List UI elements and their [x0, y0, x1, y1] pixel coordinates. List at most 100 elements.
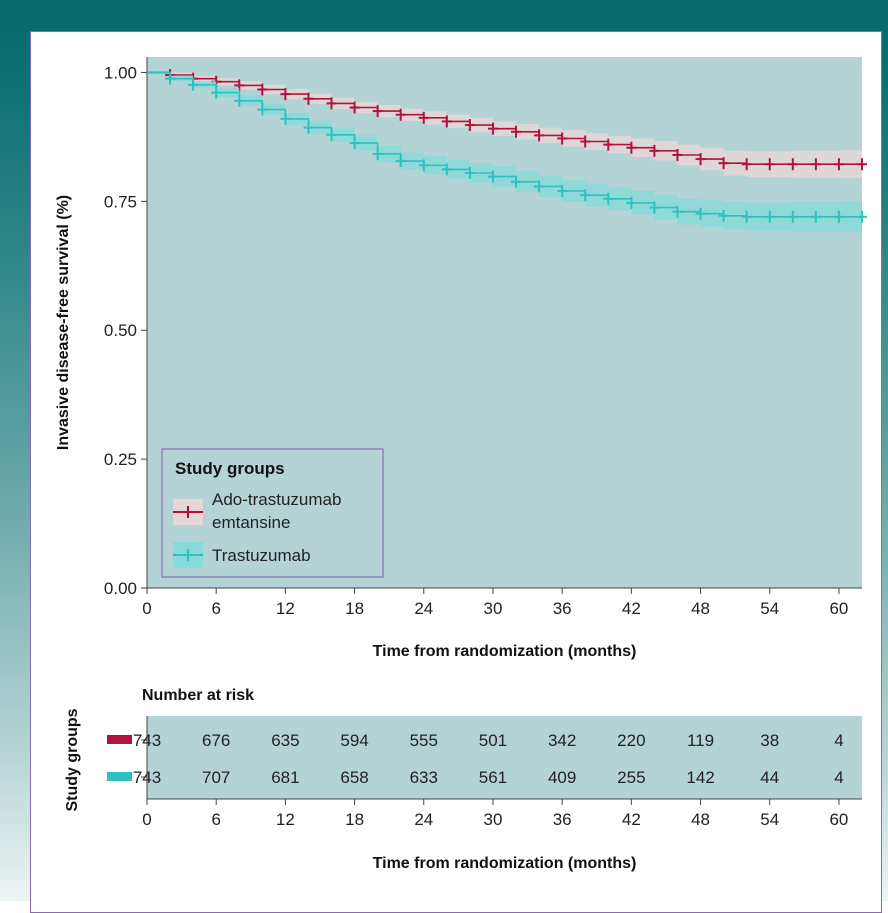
risk-x-tick-label: 54: [760, 810, 779, 829]
y-tick-label: 0.50: [104, 321, 137, 340]
series-1: [147, 69, 867, 179]
x-tick-label: 24: [414, 599, 433, 618]
risk-cell: 676: [202, 731, 230, 750]
x-tick-label: 54: [760, 599, 779, 618]
y-tick-label: 0.25: [104, 450, 137, 469]
risk-cell: 594: [340, 731, 368, 750]
censor-mark: [303, 92, 314, 105]
censor-mark: [810, 158, 821, 171]
censor-mark: [672, 205, 683, 218]
censor-mark: [441, 163, 452, 176]
censor-mark: [487, 122, 498, 135]
x-tick-label: 30: [484, 599, 503, 618]
censor-mark: [395, 108, 406, 121]
censor-mark: [787, 210, 798, 223]
censor-mark: [326, 128, 337, 141]
censor-mark: [487, 170, 498, 183]
risk-cell: 681: [271, 768, 299, 787]
censor-mark: [326, 97, 337, 110]
censor-mark: [557, 185, 568, 198]
risk-table: Number at risk 743 676 635 594 555 501 342 220 11…: [64, 687, 862, 872]
censor-mark: [718, 157, 729, 170]
x-tick-label: 12: [276, 599, 295, 618]
risk-cell: 409: [548, 768, 576, 787]
censor-mark: [764, 158, 775, 171]
risk-x-tick-label: 12: [276, 810, 295, 829]
y-tick-label: 0.00: [104, 579, 137, 598]
censor-mark: [580, 189, 591, 202]
risk-x-tick-label: 60: [829, 810, 848, 829]
risk-row-2: 743 707 681 658 633 561 409 255 142 44 4: [107, 768, 844, 787]
censor-mark: [303, 121, 314, 134]
censor-mark: [695, 207, 706, 220]
censor-mark: [372, 147, 383, 160]
risk-x-tick-label: 24: [414, 810, 433, 829]
risk-cell: 555: [410, 731, 438, 750]
x-tick-label: 42: [622, 599, 641, 618]
censor-mark: [626, 141, 637, 154]
risk-table-title: Number at risk: [142, 687, 254, 704]
x-tick-label: 60: [829, 599, 848, 618]
risk-cell: 142: [686, 768, 714, 787]
series-2: [147, 71, 867, 233]
x-tick-label: 18: [345, 599, 364, 618]
censor-mark: [833, 210, 844, 223]
legend-title: Study groups: [175, 459, 285, 478]
risk-cell: 633: [410, 768, 438, 787]
legend-label-series-1: Ado-trastuzumab emtansine: [212, 490, 341, 532]
risk-x-tick-label: 30: [484, 810, 503, 829]
y-tick-label: 0.75: [104, 192, 137, 211]
risk-x-axis-title: Time from randomization (months): [373, 855, 637, 872]
censor-mark: [741, 210, 752, 223]
km-plot: 0.00 0.25 0.50 0.75 1.00 0 6 12 18 24 30 36 42 48 54 60…: [55, 57, 867, 660]
censor-mark: [464, 119, 475, 132]
censor-mark: [718, 209, 729, 222]
censor-mark: [464, 166, 475, 179]
risk-cell: 743: [133, 731, 161, 750]
censor-mark: [857, 158, 867, 171]
risk-cell: 4: [834, 731, 843, 750]
risk-cell: 501: [479, 731, 507, 750]
x-tick-label: 48: [691, 599, 710, 618]
censor-mark: [626, 196, 637, 209]
risk-cell: 4: [834, 768, 843, 787]
risk-cell: 635: [271, 731, 299, 750]
risk-cell: 658: [340, 768, 368, 787]
legend-key-series-2: [173, 542, 203, 568]
censor-mark: [810, 210, 821, 223]
censor-mark: [418, 159, 429, 172]
censor-mark: [695, 153, 706, 166]
legend-label-series-2: Trastuzumab: [212, 546, 311, 565]
x-tick-label: 36: [553, 599, 572, 618]
risk-row-swatch: [107, 772, 132, 781]
censor-mark: [511, 175, 522, 188]
censor-mark: [534, 180, 545, 193]
risk-cell: 342: [548, 731, 576, 750]
risk-x-tick-label: 42: [622, 810, 641, 829]
censor-mark: [372, 105, 383, 118]
censor-mark: [349, 101, 360, 114]
risk-cell: 119: [687, 731, 714, 750]
censor-mark: [580, 135, 591, 148]
y-tick-label: 1.00: [104, 63, 137, 82]
risk-cell: 38: [760, 731, 779, 750]
censor-mark: [787, 158, 798, 171]
censor-mark: [257, 83, 268, 96]
censor-mark: [741, 158, 752, 171]
censor-mark: [441, 115, 452, 128]
censor-mark: [833, 158, 844, 171]
risk-cell: 561: [479, 768, 507, 787]
censor-mark: [557, 132, 568, 145]
censor-mark: [257, 103, 268, 116]
risk-x-tick-label: 48: [691, 810, 710, 829]
risk-row-1: 743 676 635 594 555 501 342 220 119 38 4: [107, 731, 844, 750]
x-tick-label: 6: [211, 599, 220, 618]
censor-mark: [211, 86, 222, 99]
censor-mark: [857, 210, 867, 223]
risk-cell: 220: [617, 731, 645, 750]
risk-x-tick-label: 36: [553, 810, 572, 829]
censor-mark: [764, 210, 775, 223]
censor-mark: [672, 148, 683, 161]
censor-mark: [280, 112, 291, 125]
